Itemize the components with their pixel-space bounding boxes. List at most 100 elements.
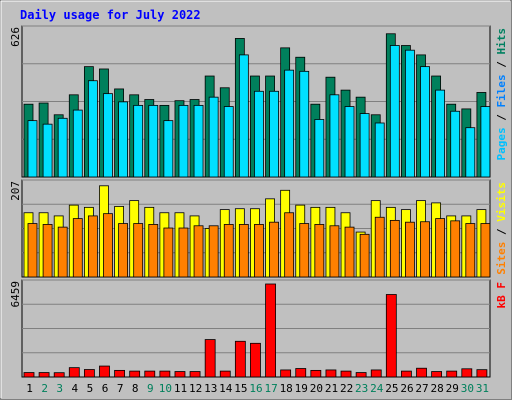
bar-hits-files-day-18 bbox=[284, 69, 295, 178]
bar-kbytes-kb-f-day-6 bbox=[99, 365, 110, 378]
bar-hits-files-day-30 bbox=[465, 127, 476, 178]
bar-hits-files-day-6 bbox=[103, 93, 113, 178]
bar-hits-files-day-25 bbox=[389, 45, 400, 178]
bar-kbytes-kb-f-day-1 bbox=[23, 372, 35, 378]
panel-kbytes-legend: kB F bbox=[495, 282, 508, 309]
bar-visits-sites-day-29 bbox=[450, 220, 461, 278]
bar-visits-sites-day-11 bbox=[178, 227, 189, 278]
x-tick-label-day-21: 21 bbox=[325, 382, 338, 395]
panel-visits-legend: Sites / Visits bbox=[495, 182, 508, 275]
legend-item-visits: Visits bbox=[495, 182, 508, 222]
bar-visits-sites-day-4 bbox=[72, 218, 83, 278]
bar-visits-sites-day-28 bbox=[435, 218, 446, 278]
x-tick-label-day-22: 22 bbox=[340, 382, 353, 395]
bar-visits-sites-day-27 bbox=[420, 221, 430, 278]
bar-kbytes-kb-f-day-23 bbox=[355, 372, 367, 378]
bar-visits-sites-day-5 bbox=[87, 215, 98, 278]
bar-hits-files-day-26 bbox=[405, 49, 415, 178]
bar-hits-files-day-8 bbox=[133, 104, 144, 178]
legend-separator: / bbox=[495, 108, 508, 128]
bar-visits-sites-day-17 bbox=[269, 221, 279, 278]
bar-kbytes-kb-f-day-9 bbox=[144, 370, 156, 378]
bar-kbytes-kb-f-day-25 bbox=[385, 294, 397, 378]
bar-visits-sites-day-20 bbox=[314, 224, 325, 278]
bar-hits-files-day-23 bbox=[359, 113, 370, 178]
bar-kbytes-kb-f-day-2 bbox=[38, 372, 50, 378]
bar-visits-sites-day-30 bbox=[465, 223, 476, 278]
bar-kbytes-kb-f-day-21 bbox=[325, 369, 337, 378]
bar-hits-files-day-4 bbox=[72, 109, 83, 178]
bar-visits-sites-day-8 bbox=[133, 223, 144, 278]
bar-visits-sites-day-7 bbox=[118, 223, 128, 278]
x-tick-label-day-27: 27 bbox=[415, 382, 428, 395]
bar-hits-files-day-29 bbox=[450, 110, 461, 178]
bar-hits-files-day-10 bbox=[163, 120, 174, 178]
legend-item-files: Files bbox=[495, 74, 508, 107]
bar-kbytes-kb-f-day-18 bbox=[280, 369, 292, 378]
panel-kbytes: 6459 kB F bbox=[9, 279, 508, 378]
panel-kbytes-ymax-label: 6459 bbox=[9, 281, 22, 308]
x-tick-label-day-19: 19 bbox=[295, 382, 308, 395]
x-tick-label-day-20: 20 bbox=[310, 382, 323, 395]
bar-kbytes-kb-f-day-31 bbox=[476, 369, 488, 378]
bar-visits-sites-day-22 bbox=[344, 226, 355, 278]
bar-hits-files-day-14 bbox=[223, 106, 234, 178]
bar-visits-sites-day-15 bbox=[238, 224, 249, 278]
bar-hits-files-day-24 bbox=[374, 122, 385, 178]
x-tick-label-day-30: 30 bbox=[461, 382, 474, 395]
x-tick-label-day-29: 29 bbox=[446, 382, 459, 395]
bar-kbytes-kb-f-day-30 bbox=[461, 368, 473, 378]
bar-kbytes-kb-f-day-8 bbox=[129, 370, 141, 378]
bar-kbytes-kb-f-day-13 bbox=[204, 339, 216, 378]
bar-hits-files-day-7 bbox=[118, 101, 128, 178]
bar-visits-sites-day-23 bbox=[359, 233, 370, 278]
bar-visits-sites-day-18 bbox=[284, 212, 295, 278]
x-tick-label-day-3: 3 bbox=[56, 382, 63, 395]
bar-kbytes-kb-f-day-11 bbox=[174, 371, 186, 378]
bar-visits-sites-day-12 bbox=[193, 225, 204, 278]
legend-item-sites: Sites bbox=[495, 242, 508, 275]
bar-hits-files-day-22 bbox=[344, 106, 355, 178]
bar-hits-files-day-28 bbox=[435, 89, 446, 178]
bar-hits-files-day-19 bbox=[299, 70, 310, 178]
x-tick-label-day-25: 25 bbox=[385, 382, 398, 395]
x-tick-label-day-24: 24 bbox=[370, 382, 384, 395]
x-tick-label-day-28: 28 bbox=[431, 382, 444, 395]
bar-visits-sites-day-31 bbox=[480, 223, 491, 278]
bar-visits-sites-day-25 bbox=[389, 219, 400, 278]
bar-hits-files-day-2 bbox=[42, 123, 53, 178]
x-tick-label-day-2: 2 bbox=[41, 382, 48, 395]
bar-kbytes-kb-f-day-10 bbox=[159, 370, 171, 378]
x-tick-label-day-1: 1 bbox=[26, 382, 33, 395]
x-tick-label-day-12: 12 bbox=[189, 382, 202, 395]
bar-visits-sites-day-1 bbox=[27, 223, 38, 278]
x-tick-label-day-9: 9 bbox=[147, 382, 154, 395]
bar-hits-files-day-20 bbox=[314, 119, 325, 178]
panel-hits: 626 Pages / Files / Hits bbox=[9, 25, 508, 178]
x-tick-label-day-13: 13 bbox=[204, 382, 217, 395]
bar-visits-sites-day-24 bbox=[374, 216, 385, 278]
x-axis-labels: 1 2 3 4 5 6 7 8 9 10 11 12 13 14 15 16 17 18 19 20 21 22 23 24 2… bbox=[26, 382, 489, 395]
bar-hits-files-day-17 bbox=[269, 90, 279, 178]
bar-kbytes-kb-f-day-26 bbox=[401, 370, 412, 378]
bar-visits-sites-day-9 bbox=[148, 224, 159, 278]
x-tick-label-day-11: 11 bbox=[174, 382, 187, 395]
bar-hits-files-day-11 bbox=[178, 104, 189, 178]
bar-hits-files-day-15 bbox=[238, 54, 249, 178]
bar-kbytes-kb-f-day-16 bbox=[250, 342, 261, 378]
x-tick-label-day-26: 26 bbox=[400, 382, 413, 395]
bar-hits-files-day-27 bbox=[420, 66, 430, 178]
x-tick-label-day-17: 17 bbox=[264, 382, 277, 395]
bar-kbytes-kb-f-day-20 bbox=[310, 369, 322, 378]
x-tick-label-day-6: 6 bbox=[102, 382, 109, 395]
legend-item-pages: Pages bbox=[495, 127, 508, 160]
panel-visits-ymax-label: 207 bbox=[9, 181, 22, 201]
bar-kbytes-kb-f-day-24 bbox=[370, 369, 382, 378]
bar-kbytes-kb-f-day-3 bbox=[53, 372, 65, 378]
x-tick-label-day-7: 7 bbox=[117, 382, 124, 395]
panel-visits: 207 Sites / Visits bbox=[9, 179, 508, 278]
bar-hits-files-day-31 bbox=[480, 106, 491, 178]
x-tick-label-day-23: 23 bbox=[355, 382, 368, 395]
x-tick-label-day-16: 16 bbox=[249, 382, 262, 395]
